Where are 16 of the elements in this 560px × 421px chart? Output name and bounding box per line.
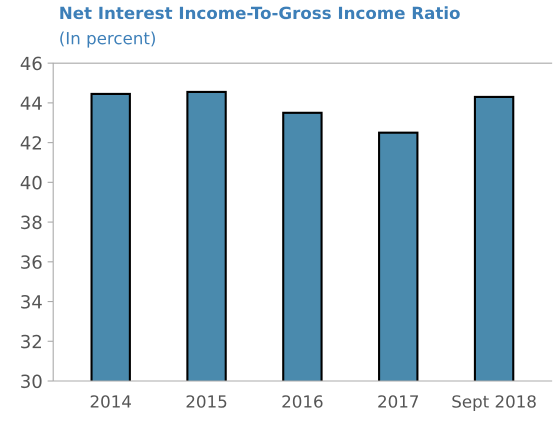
x-tick-label: 2017 bbox=[378, 395, 418, 408]
y-tick-label: 38 bbox=[21, 216, 42, 230]
y-tick-label: 44 bbox=[20, 96, 42, 110]
chart-title: Net Interest Income-To-Gross Income Ratio bbox=[60, 6, 460, 20]
y-tick-label: 32 bbox=[21, 334, 41, 348]
y-tick-label: 40 bbox=[20, 176, 42, 190]
y-tick-label: 34 bbox=[21, 295, 42, 309]
y-tick-label: 42 bbox=[20, 136, 41, 150]
y-tick-label: 30 bbox=[21, 374, 42, 388]
y-tick-label: 46 bbox=[20, 56, 42, 70]
x-tick-label: Sept 2018 bbox=[452, 395, 536, 412]
x-tick-label: 2015 bbox=[186, 395, 226, 408]
x-tick-label: 2014 bbox=[90, 395, 131, 408]
x-tick-label: 2016 bbox=[282, 395, 323, 408]
chart-subtitle: (In percent) bbox=[60, 32, 155, 48]
y-tick-label: 36 bbox=[21, 255, 42, 269]
